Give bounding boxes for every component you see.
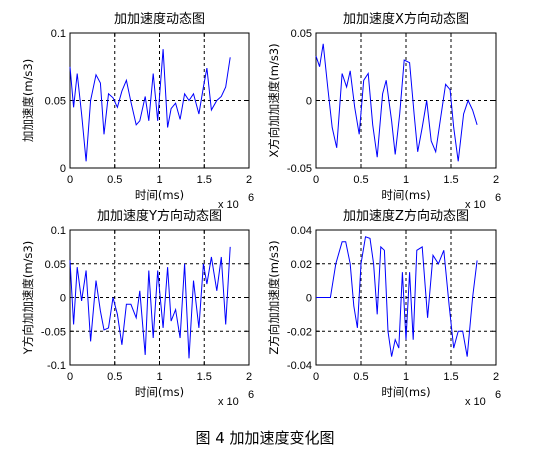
x-axis-label: 时间(ms) xyxy=(135,385,184,399)
x-axis-exponent: x 10 xyxy=(218,199,239,211)
y-axis-label: Y方向加加速度(m/s3) xyxy=(21,241,35,355)
y-tick-label: 0.1 xyxy=(51,28,66,40)
y-tick-label: 0.1 xyxy=(51,225,66,237)
y-tick-label: 0.02 xyxy=(291,259,312,271)
figure-caption: 图 4 加加速度变化图 xyxy=(195,429,334,447)
x-axis-exponent-power: 6 xyxy=(248,192,254,204)
y-axis-label: X方向加加速度(m/s3) xyxy=(267,43,281,157)
y-tick-label: -0.05 xyxy=(41,326,66,338)
x-tick-label: 0.5 xyxy=(107,174,122,186)
series-line-1 xyxy=(69,246,231,359)
x-tick-label: 1.5 xyxy=(443,174,458,186)
chart-title: 加加速度X方向动态图 xyxy=(343,11,469,27)
x-tick-label: 1 xyxy=(156,371,162,383)
y-tick-label: -0.02 xyxy=(287,326,312,338)
x-tick-label: 2 xyxy=(493,174,499,186)
x-axis-exponent: x 10 xyxy=(465,199,486,211)
chart-title: 加加速度Y方向动态图 xyxy=(97,208,222,224)
x-axis-label: 时间(ms) xyxy=(381,385,430,399)
y-tick-label: 0.05 xyxy=(45,96,66,108)
y-axis-label: Z方向加加速度(m/s3) xyxy=(267,240,281,354)
x-tick-label: 2 xyxy=(493,371,499,383)
x-tick-label: 1.5 xyxy=(197,371,212,383)
x-axis-exponent: x 10 xyxy=(465,396,486,408)
y-tick-label: 0 xyxy=(306,293,312,305)
x-tick-label: 1 xyxy=(403,371,409,383)
x-axis-label: 时间(ms) xyxy=(381,188,430,202)
x-tick-label: 1.5 xyxy=(197,174,212,186)
y-tick-label: 0.05 xyxy=(291,28,312,40)
chart-title: 加加速度动态图 xyxy=(114,11,205,27)
x-tick-label: 1 xyxy=(403,174,409,186)
y-tick-label: 0 xyxy=(60,163,66,175)
chart-panel-3: 0 0.5 1 1.5 2 -0.1 -0.05 0 0.05 0.1 加加速度Y方向动态图时间(m… xyxy=(21,208,254,408)
x-tick-label: 0.5 xyxy=(353,371,368,383)
series-line-1 xyxy=(315,43,478,162)
x-axis-exponent: x 10 xyxy=(218,396,239,408)
x-tick-label: 0.5 xyxy=(107,371,122,383)
x-tick-label: 2 xyxy=(246,371,252,383)
x-axis-label: 时间(ms) xyxy=(135,188,184,202)
y-tick-label: 0.05 xyxy=(45,259,66,271)
chart-panel-4: 0 0.5 1 1.5 2 -0.04 -0.02 0 0.02 0.04 加加速度Z方向动态图时间… xyxy=(267,208,501,408)
x-tick-label: 0 xyxy=(313,371,319,383)
x-tick-label: 1 xyxy=(156,174,162,186)
x-axis-exponent-power: 6 xyxy=(248,389,254,401)
x-tick-label: 0.5 xyxy=(353,174,368,186)
y-tick-label: 0.04 xyxy=(291,225,312,237)
x-tick-label: 0 xyxy=(313,174,319,186)
x-axis-exponent-power: 6 xyxy=(495,192,501,204)
series-line-1 xyxy=(316,236,478,357)
series-line-1 xyxy=(69,49,231,162)
y-tick-label: 0 xyxy=(60,293,66,305)
x-tick-label: 1.5 xyxy=(443,371,458,383)
y-tick-label: 0 xyxy=(306,96,312,108)
y-tick-label: -0.1 xyxy=(47,360,66,372)
x-tick-label: 0 xyxy=(67,174,73,186)
chart-title: 加加速度Z方向动态图 xyxy=(343,208,469,224)
y-tick-label: -0.05 xyxy=(287,163,312,175)
y-axis-label: 加加速度(m/s3) xyxy=(21,59,35,142)
x-tick-label: 0 xyxy=(67,371,73,383)
x-axis-exponent-power: 6 xyxy=(495,389,501,401)
x-tick-label: 2 xyxy=(246,174,252,186)
y-tick-label: -0.04 xyxy=(287,360,312,372)
